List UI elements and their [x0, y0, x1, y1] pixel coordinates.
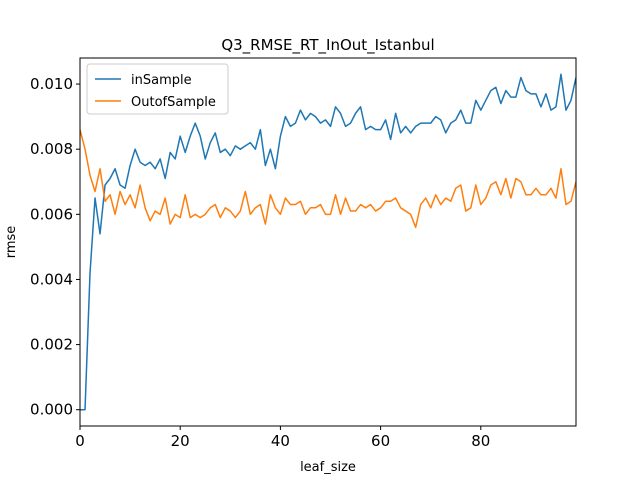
y-tick-label: 0.002	[30, 336, 73, 354]
series-line-OutofSample	[80, 129, 576, 229]
legend: inSample OutofSample	[86, 63, 229, 115]
x-tick-label: 60	[371, 432, 390, 450]
y-axis-label: rmse	[4, 226, 19, 259]
x-tick-label: 80	[471, 432, 490, 450]
x-axis-label: leaf_size	[300, 460, 356, 475]
x-axis-ticks: 0 20 40 60 80	[75, 426, 490, 450]
y-tick-label: 0.004	[30, 270, 73, 288]
series-line-inSample	[80, 73, 576, 411]
plot-area: 0 20 40 60 80 0.000 0.002 0.004 0.006 0.008 0.010	[30, 57, 577, 450]
chart-title: Q3_RMSE_RT_InOut_Istanbul	[221, 36, 434, 55]
y-tick-label: 0.000	[30, 401, 73, 419]
legend-box	[86, 63, 229, 115]
x-tick-label: 40	[271, 432, 290, 450]
legend-label-OutofSample: OutofSample	[131, 95, 216, 110]
y-tick-label: 0.006	[30, 205, 73, 223]
y-axis-ticks: 0.000 0.002 0.004 0.006 0.008 0.010	[30, 75, 80, 419]
axes-frame	[79, 57, 577, 427]
x-tick-label: 0	[75, 432, 85, 450]
series-layer	[80, 73, 576, 411]
legend-label-inSample: inSample	[131, 73, 192, 88]
x-tick-label: 20	[171, 432, 190, 450]
y-tick-label: 0.008	[30, 140, 73, 158]
y-tick-label: 0.010	[30, 75, 73, 93]
axes-background	[80, 58, 576, 426]
